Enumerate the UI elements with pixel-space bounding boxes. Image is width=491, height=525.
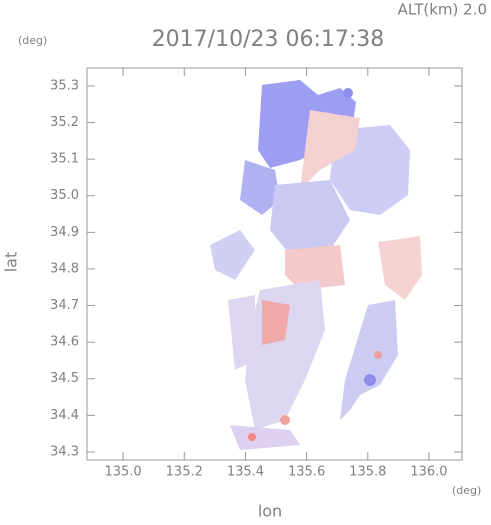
x-tick-label: 135.6 <box>288 465 325 480</box>
y-tick-label: 34.7 <box>50 298 79 313</box>
y-tick-label: 35.0 <box>50 188 79 203</box>
y-tick-label: 35.1 <box>50 152 79 167</box>
x-tick-label: 135.4 <box>227 465 264 480</box>
y-axis-label: lat <box>2 252 21 273</box>
y-unit: (deg) <box>18 34 47 47</box>
x-tick-label: 136.0 <box>410 465 447 480</box>
x-unit: (deg) <box>452 484 481 497</box>
x-tick-label: 135.0 <box>104 465 141 480</box>
y-tick-label: 34.6 <box>50 335 79 350</box>
y-tick-label: 35.3 <box>50 78 79 93</box>
radar-echoes <box>210 80 422 450</box>
altitude-label: ALT(km) 2.0 <box>398 1 487 19</box>
y-tick-label: 34.4 <box>50 408 79 423</box>
x-tick-label: 135.8 <box>349 465 386 480</box>
y-tick-label: 34.8 <box>50 261 79 276</box>
x-tick-label: 135.2 <box>166 465 203 480</box>
y-tick-label: 34.5 <box>50 371 79 386</box>
x-axis-label: lon <box>258 502 282 521</box>
y-tick-label: 34.3 <box>50 444 79 459</box>
plot-frame <box>86 67 463 461</box>
y-tick-label: 35.2 <box>50 115 79 130</box>
chart-title: 2017/10/23 06:17:38 <box>152 27 385 52</box>
y-tick-label: 34.9 <box>50 225 79 240</box>
